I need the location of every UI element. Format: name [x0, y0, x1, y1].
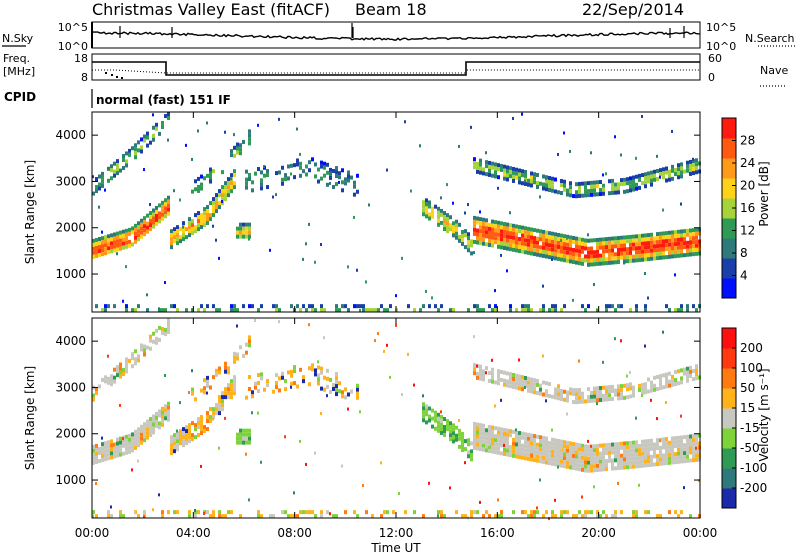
y-tick-label: 2000 [55, 427, 86, 441]
freq-tick-top: 18 [74, 52, 88, 65]
nave-trace [92, 69, 700, 74]
power-ylabel: Slant Range [km] [23, 160, 37, 264]
y-tick-label: 4000 [55, 334, 86, 348]
colorbar-tick-label: 28 [740, 134, 755, 148]
colorbar-segment [722, 488, 736, 509]
freq-outlier-points [105, 72, 123, 79]
colorbar-tick-label: -50 [740, 441, 760, 455]
freq-label: Freq. [3, 52, 30, 65]
colorbar-segment [722, 258, 736, 279]
freq-unit: [MHz] [3, 65, 35, 78]
velocity-colorbar: 200 100 50 15 -15 -50 -100 -200 [721, 327, 767, 509]
noise-sky-label: N.Sky [2, 32, 34, 45]
colorbar-tick-label: -100 [740, 461, 767, 475]
noise-tick-left-bottom: 10^0 [58, 40, 88, 53]
freq-trace [92, 61, 700, 76]
freq-tick-bottom: 8 [81, 71, 88, 84]
colorbar-tick-label: 4 [740, 269, 748, 283]
colorbar-tick-label: 12 [740, 224, 755, 238]
power-colorbar: 28 24 20 16 12 8 4 [721, 117, 755, 299]
y-tick-label: 3000 [55, 380, 86, 394]
nave-tick-bottom: 0 [708, 71, 715, 84]
colorbar-segment [722, 408, 736, 429]
velocity-panel: 4000 3000 2000 1000 Slant Range [km] [23, 317, 701, 521]
colorbar-segment [722, 388, 736, 409]
nave-tick-top: 60 [708, 52, 722, 65]
colorbar-tick-label: 16 [740, 201, 755, 215]
colorbar-segment [722, 178, 736, 199]
y-tick-label: 1000 [55, 267, 86, 281]
beam-label: Beam 18 [355, 0, 427, 19]
colorbar-segment [722, 468, 736, 489]
colorbar-segment [722, 328, 736, 349]
x-tick-label: 12:00 [379, 526, 414, 540]
noise-trace [91, 22, 701, 48]
velocity-heatmap [92, 318, 701, 521]
x-tick-label: 20:00 [581, 526, 616, 540]
colorbar-segment [722, 118, 736, 139]
colorbar-segment [722, 348, 736, 369]
colorbar-tick-label: 15 [740, 401, 755, 415]
cpid-value: normal (fast) 151 IF [96, 93, 231, 107]
power-panel: 4000 3000 2000 1000 Slant Range [km] [23, 111, 701, 313]
velocity-ylabel: Slant Range [km] [23, 366, 37, 470]
freq-panel-frame [91, 53, 701, 81]
date-label: 22/Sep/2014 [582, 0, 684, 19]
colorbar-tick-label: 20 [740, 179, 755, 193]
colorbar-tick-label: -15 [740, 421, 760, 435]
cpid-label: CPID [4, 90, 36, 104]
power-panel-frame [91, 111, 701, 313]
velocity-colorbar-label: Velocity [m s⁻¹] [757, 368, 771, 461]
colorbar-tick-label: 24 [740, 156, 755, 170]
colorbar-tick-label: 8 [740, 246, 748, 260]
y-tick-label: 3000 [55, 174, 86, 188]
x-tick-label: 00:00 [683, 526, 718, 540]
noise-tick-left-top: 10^5 [58, 21, 88, 34]
noise-tick-right-bottom: 10^0 [706, 40, 736, 53]
colorbar-segment [722, 218, 736, 239]
x-tick-label: 04:00 [176, 526, 211, 540]
colorbar-tick-label: 200 [740, 341, 763, 355]
colorbar-segment [722, 138, 736, 159]
power-heatmap [92, 112, 701, 313]
colorbar-segment [722, 158, 736, 179]
colorbar-segment [722, 448, 736, 469]
y-tick-label: 4000 [55, 128, 86, 142]
colorbar-tick-label: -200 [740, 481, 767, 495]
colorbar-segment [722, 238, 736, 259]
colorbar-tick-label: 100 [740, 361, 763, 375]
x-axis-label: Time UT [370, 541, 421, 554]
y-tick-label: 2000 [55, 221, 86, 235]
x-tick-label: 16:00 [480, 526, 515, 540]
noise-tick-right-top: 10^5 [706, 21, 736, 34]
colorbar-segment [722, 278, 736, 299]
noise-search-label: N.Search [745, 32, 795, 45]
colorbar-segment [722, 198, 736, 219]
colorbar-segment [722, 428, 736, 449]
plot-title: Christmas Valley East (fitACF) [92, 0, 330, 19]
colorbar-tick-label: 50 [740, 381, 755, 395]
power-colorbar-label: Power [dB] [757, 161, 771, 226]
nave-label: Nave [760, 64, 788, 77]
y-tick-label: 1000 [55, 473, 86, 487]
colorbar-segment [722, 368, 736, 389]
x-tick-label: 08:00 [277, 526, 312, 540]
x-tick-label: 00:00 [75, 526, 110, 540]
velocity-panel-frame [91, 317, 701, 519]
